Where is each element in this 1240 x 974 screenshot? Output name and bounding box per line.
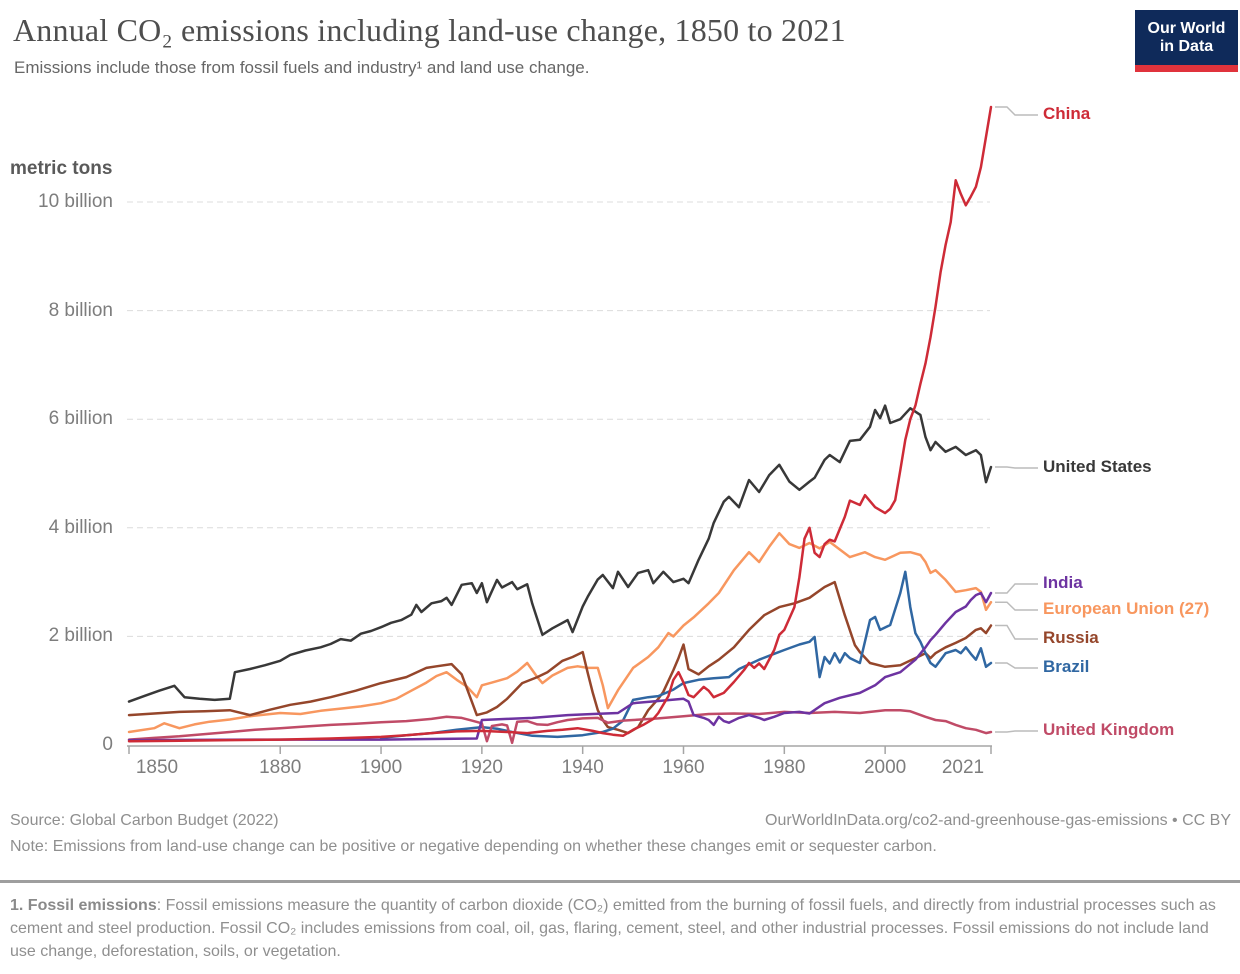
gridlines	[127, 201, 990, 637]
x-axis	[127, 745, 992, 754]
line-india	[127, 591, 993, 742]
y-tick-label-0b: 0	[102, 734, 113, 755]
legend-label-european-union-27[interactable]: European Union (27)	[1043, 599, 1210, 618]
y-tick-label-2b: 2 billion	[48, 625, 113, 647]
source-line[interactable]: Source: Global Carbon Budget (2022)	[10, 812, 279, 829]
owid-logo-text: Our World in Data	[1135, 10, 1238, 65]
line-china	[127, 105, 993, 743]
legend-label-china[interactable]: China	[1043, 104, 1091, 123]
x-tick-label-1850: 1850	[135, 757, 179, 778]
line-brazil	[379, 570, 993, 740]
x-tick-label-1900: 1900	[359, 757, 403, 778]
x-tick-label-2021: 2021	[941, 757, 985, 778]
x-tick-label-1920: 1920	[460, 757, 503, 778]
legend-connectors	[995, 106, 1038, 733]
footnote-block: 1. Fossil emissions: Fossil emissions me…	[10, 894, 1228, 963]
y-tick-label-8b: 8 billion	[48, 299, 113, 321]
line-united-states	[127, 404, 993, 703]
owid-logo-red-bar	[1135, 65, 1238, 72]
footnote-body: : Fossil emissions measure the quantity …	[10, 897, 1216, 960]
legend-label-russia[interactable]: Russia	[1043, 628, 1099, 647]
connector-european-union-27	[995, 601, 1038, 611]
connector-brazil	[995, 662, 1038, 669]
y-axis-unit-label: metric tons	[10, 158, 113, 179]
x-tick-label-1980: 1980	[763, 757, 806, 778]
legend-label-brazil[interactable]: Brazil	[1043, 657, 1090, 676]
legend-label-india[interactable]: India	[1043, 573, 1083, 592]
connector-china	[995, 106, 1038, 116]
connector-united-states	[995, 466, 1038, 469]
page-title: Annual CO₂ emissions including land-use …	[13, 12, 846, 48]
y-tick-label-6b: 6 billion	[48, 408, 113, 430]
legend-label-united-states[interactable]: United States	[1043, 457, 1152, 476]
owid-logo[interactable]: Our World in Data	[1135, 10, 1238, 72]
line-united-kingdom	[127, 708, 993, 745]
owid-logo-line1: Our World	[1147, 19, 1226, 37]
y-tick-label-10b: 10 billion	[38, 191, 113, 212]
x-tick-label-1940: 1940	[561, 757, 604, 778]
note-line: Note: Emissions from land-use change can…	[10, 838, 937, 855]
x-tick-label-1880: 1880	[259, 757, 302, 778]
y-tick-label-4b: 4 billion	[48, 516, 113, 538]
series-lines	[127, 105, 993, 745]
page-subtitle: Emissions include those from fossil fuel…	[14, 58, 590, 77]
x-tick-label-1960: 1960	[662, 757, 705, 778]
attribution-link[interactable]: OurWorldInData.org/co2-and-greenhouse-ga…	[765, 812, 1231, 829]
connector-united-kingdom	[995, 730, 1038, 733]
x-tick-label-2000: 2000	[863, 757, 907, 778]
footnote-divider	[0, 880, 1240, 883]
connector-russia	[995, 624, 1038, 640]
connector-india	[995, 583, 1038, 594]
legend-label-united-kingdom[interactable]: United Kingdom	[1043, 720, 1175, 739]
line-european-union-27	[127, 531, 993, 734]
footnote-term: 1. Fossil emissions	[10, 897, 157, 914]
owid-logo-line2: in Data	[1159, 37, 1214, 55]
